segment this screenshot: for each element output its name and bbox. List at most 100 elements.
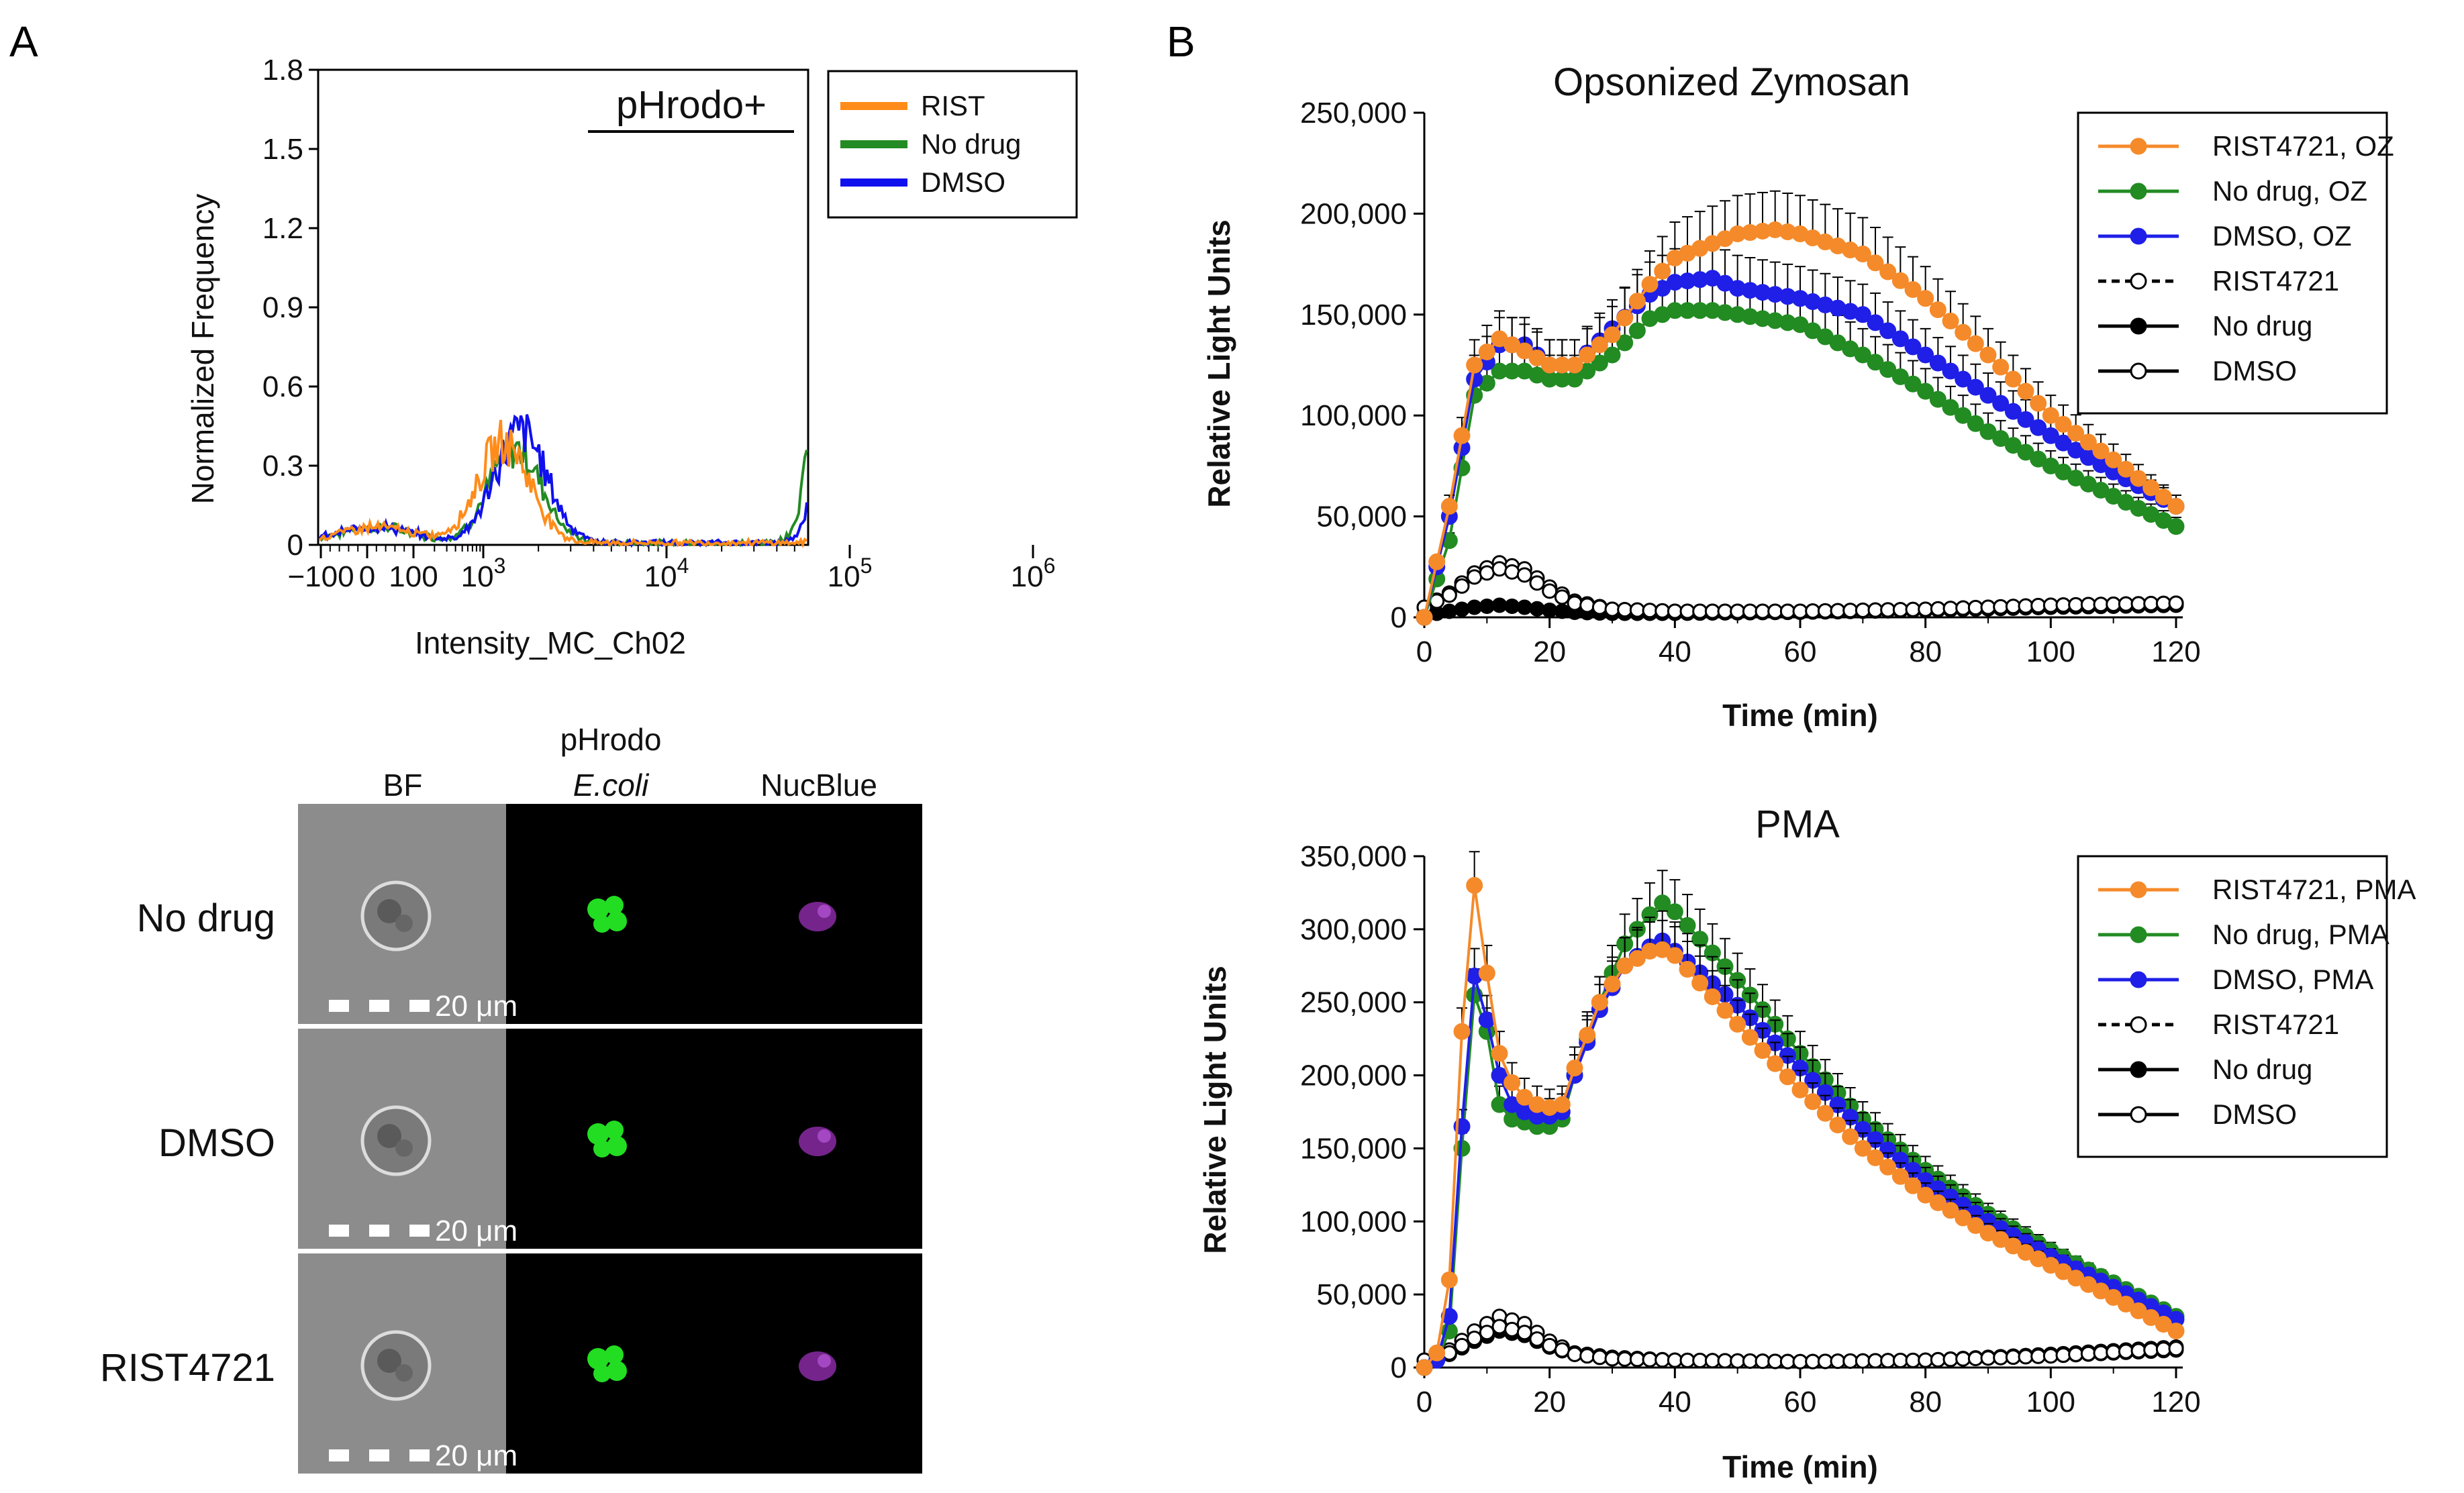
data-point: [1617, 602, 1633, 618]
data-point: [1867, 354, 1884, 371]
data-point: [1542, 583, 1558, 599]
histogram-xtick-label: 103: [461, 554, 506, 593]
oz-ytick-label: 50,000: [1316, 501, 1407, 533]
data-point: [1830, 1353, 1846, 1370]
data-point: [1867, 254, 1884, 272]
data-point: [1591, 1349, 1608, 1366]
oz-xlabel: Time (min): [1722, 698, 1878, 733]
oz-ytick-label: 150,000: [1300, 299, 1407, 331]
data-point: [1955, 407, 1972, 424]
pma-legend-label: DMSO, PMA: [2212, 964, 2373, 995]
data-point: [1704, 603, 1720, 619]
data-point: [1742, 603, 1758, 619]
data-point: [1504, 1321, 1520, 1337]
data-point: [2030, 450, 2047, 468]
data-point: [1992, 429, 2010, 447]
data-point: [2067, 425, 2085, 442]
data-point: [2055, 597, 2071, 613]
data-point: [1767, 1353, 1783, 1370]
header-phrodo: pHrodo: [560, 722, 662, 757]
oz-series-rist4721-oz: [1416, 190, 2185, 626]
pma-legend-swatch-marker: [2130, 1061, 2147, 1078]
data-point: [1679, 961, 1696, 978]
scale-bar-segment: [409, 1225, 430, 1237]
purple-fluorescence-spot: [818, 905, 831, 918]
data-point: [2030, 419, 2047, 436]
pma-ytick-label: 200,000: [1300, 1060, 1407, 1092]
data-point: [1967, 1351, 1983, 1367]
data-point: [1416, 1359, 1433, 1376]
oz-legend-label: No drug: [2212, 310, 2312, 342]
data-point: [1891, 1168, 1909, 1185]
data-point: [1929, 301, 1946, 319]
data-point: [1579, 597, 1595, 613]
data-point: [2030, 598, 2047, 614]
data-point: [1730, 603, 1746, 619]
data-point: [1779, 603, 1795, 619]
oz-xtick-label: 0: [1416, 635, 1432, 668]
data-point: [1567, 595, 1583, 611]
data-point: [1942, 312, 1959, 329]
histogram-ytick-label: 0: [287, 529, 303, 562]
oz-series-dmso: [1416, 561, 2184, 619]
data-point: [2068, 1346, 2084, 1362]
data-point: [1805, 603, 1821, 619]
data-point: [1942, 399, 1959, 416]
header-nucblue: NucBlue: [760, 768, 877, 803]
pma-ytick-label: 0: [1391, 1351, 1407, 1384]
oz-legend-box: [2077, 111, 2388, 415]
data-point: [1917, 346, 1934, 364]
data-point: [1967, 378, 1984, 396]
oz-xtick-label: 100: [2026, 635, 2075, 668]
data-point: [1741, 1029, 1759, 1046]
data-point: [1967, 415, 1984, 432]
data-point: [1842, 1128, 1859, 1145]
data-point: [1704, 1353, 1720, 1369]
data-point: [2168, 595, 2184, 611]
data-point: [1516, 567, 1532, 583]
data-point: [2080, 597, 2096, 613]
pma-xtick-label: 120: [2151, 1386, 2200, 1419]
data-point: [2118, 1343, 2134, 1359]
data-point: [1416, 609, 1433, 626]
data-point: [2130, 596, 2147, 612]
oz-title: Opsonized Zymosan: [1553, 60, 1910, 104]
green-fluorescence: [593, 1365, 611, 1382]
data-point: [1504, 598, 1520, 614]
scale-bar-segment: [369, 1000, 389, 1012]
data-point: [1891, 272, 1909, 289]
data-point: [1742, 1353, 1758, 1369]
oz-legend: RIST4721, OZ No drug, OZ DMSO, OZ RIST4721 N…: [2077, 111, 2394, 415]
pma-xtick-label: 0: [1416, 1386, 1432, 1419]
oz-legend-label: No drug, OZ: [2212, 175, 2367, 207]
data-point: [1466, 370, 1483, 388]
data-point: [1730, 1353, 1746, 1369]
data-point: [1929, 1194, 1946, 1211]
data-point: [1466, 356, 1483, 374]
oz-ytick-label: 100,000: [1300, 399, 1407, 432]
data-point: [2130, 1302, 2147, 1320]
data-point: [1967, 1217, 1984, 1234]
data-point: [1529, 1331, 1545, 1347]
pma-legend-box: [2077, 855, 2388, 1158]
oz-legend-label: RIST4721, OZ: [2212, 130, 2394, 162]
data-point: [1867, 602, 1883, 618]
data-point: [1879, 1158, 1897, 1176]
data-point: [1867, 1353, 1883, 1369]
data-point: [1942, 1202, 1959, 1219]
bf-cell-granule: [395, 1364, 413, 1382]
histogram-legend: RIST No drug DMSO: [827, 70, 1078, 219]
data-point: [1729, 1015, 1746, 1033]
pma-ylabel: Relative Light Units: [1197, 966, 1232, 1253]
pma-legend-label: DMSO: [2212, 1098, 2297, 1130]
histogram-ytick-label: 0.3: [262, 450, 303, 482]
histogram-xtick-label: −100: [287, 560, 354, 593]
data-point: [1942, 601, 1959, 617]
green-fluorescence: [593, 915, 611, 933]
data-point: [2142, 1309, 2160, 1327]
pma-chart: PMA Relative Light Units Time (min) 0 50,…: [1197, 803, 2416, 1484]
histogram-ytick-label: 0.6: [262, 370, 303, 403]
green-fluorescence: [587, 898, 609, 920]
data-point: [1453, 1023, 1471, 1040]
